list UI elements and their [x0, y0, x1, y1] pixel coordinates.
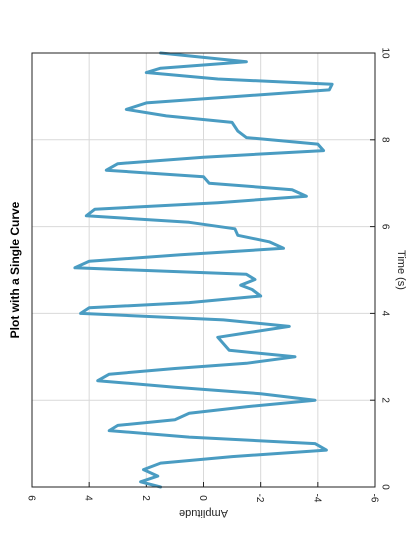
plot-area-frame	[31, 52, 376, 488]
x-tick-label: 6	[380, 224, 391, 230]
y-tick-label: 0	[197, 495, 208, 501]
series-line	[73, 51, 334, 489]
y-tick-label: -2	[254, 494, 265, 503]
y-tick-labels: 6 4 2 0 -2 -4 -6	[26, 494, 380, 503]
y-axis-label: Amplitude	[179, 507, 228, 519]
x-tick-label: 0	[380, 484, 391, 490]
y-tick-label: 4	[83, 495, 94, 501]
chart-title: Plot with a Single Curve	[8, 201, 22, 338]
x-tick-label: 8	[380, 137, 391, 143]
y-tick-label: 6	[26, 495, 37, 501]
x-tick-label: 2	[380, 397, 391, 403]
x-axis-label: Time (s)	[395, 250, 407, 290]
y-tick-label: 2	[140, 495, 151, 501]
y-tick-label: -4	[311, 494, 322, 503]
y-tick-label: -6	[369, 494, 380, 503]
x-tick-label: 10	[380, 47, 391, 59]
series-layer	[73, 51, 334, 489]
x-tick-labels: 0 2 4 6 8 10	[380, 47, 391, 490]
x-tick-label: 4	[380, 311, 391, 317]
